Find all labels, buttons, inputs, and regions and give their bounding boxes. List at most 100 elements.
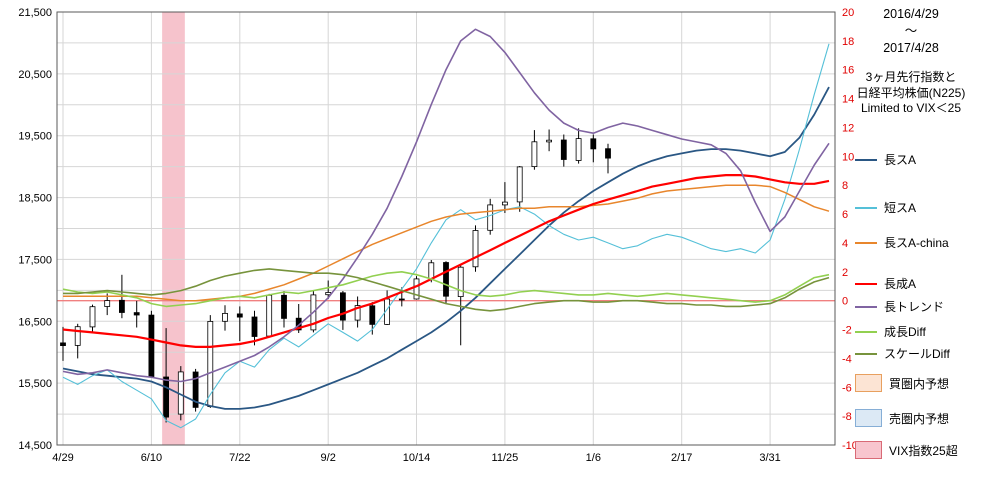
candle-body	[236, 313, 243, 318]
left-axis-label: 18,500	[18, 193, 52, 205]
candle-body	[605, 148, 611, 159]
left-axis-label: 16,500	[18, 316, 52, 328]
candle-body	[163, 376, 170, 418]
chart-title: 3ヶ月先行指数と 日経平均株価(N225) Limited to VIX＜25	[845, 70, 977, 117]
period-tilde: ～	[904, 23, 918, 38]
right-axis-label: 20	[842, 7, 854, 19]
x-axis-label: 9/2	[321, 452, 336, 464]
right-axis-label: -4	[842, 353, 852, 365]
candle-body	[354, 305, 361, 321]
candle-body	[89, 306, 96, 328]
candle-body	[369, 305, 376, 325]
series-line-growth-diff	[62, 270, 830, 308]
legend-line-icon	[855, 206, 877, 209]
candle-body	[428, 262, 435, 279]
candle-body	[266, 294, 273, 337]
x-axis-label: 3/31	[759, 452, 780, 464]
candle-body	[443, 262, 449, 297]
chart-title-line2: 日経平均株価(N225)	[856, 85, 966, 100]
candle-body	[251, 316, 258, 337]
candle-body	[560, 139, 567, 160]
x-axis-label: 10/14	[403, 452, 431, 464]
right-axis-label: 10	[842, 151, 854, 163]
right-axis-label: 6	[842, 209, 848, 221]
candle-body	[516, 166, 523, 203]
side-panel: 2016/4/29 ～ 2017/4/28 3ヶ月先行指数と 日経平均株価(N2…	[845, 0, 982, 481]
chart-title-line3: Limited to VIX＜25	[860, 101, 962, 116]
x-axis-label: 1/6	[586, 452, 601, 464]
left-axis-label: 19,500	[18, 131, 52, 143]
right-axis-label: 4	[842, 238, 848, 250]
chart-period: 2016/4/29 ～ 2017/4/28	[845, 6, 977, 57]
legend-line-icon	[855, 330, 877, 333]
right-axis-label: -6	[842, 382, 852, 394]
candle-body	[531, 141, 538, 168]
left-axis-label: 21,500	[18, 7, 52, 19]
legend-label: 短スA	[884, 201, 917, 215]
legend-label: 長トレンド	[884, 300, 945, 314]
legend-line-icon	[855, 305, 877, 308]
candle-body	[384, 298, 391, 325]
candle-body	[457, 266, 464, 298]
right-axis-label: 18	[842, 36, 854, 48]
right-axis-label: 8	[842, 180, 848, 192]
candle-body	[222, 312, 228, 322]
plot-border	[56, 11, 836, 446]
legend-item-long-trend: 長トレンド	[855, 298, 944, 315]
left-axis-label: 17,500	[18, 254, 52, 266]
legend-item-sell-zone: 売圏内予想	[855, 409, 949, 427]
legend-label: 長スA	[884, 153, 917, 167]
legend-item-scale-diff: スケールDiff	[855, 345, 950, 362]
right-axis-label: 16	[842, 65, 854, 77]
series-line-long-sa-china	[63, 184, 830, 302]
right-axis-label: 0	[842, 296, 848, 308]
legend-item-vix-over-25: VIX指数25超	[855, 441, 958, 459]
candle-body	[119, 299, 125, 313]
left-axis-label: 15,500	[18, 378, 52, 390]
candle-body	[472, 230, 479, 268]
left-axis-label: 14,500	[18, 440, 52, 452]
candle-body	[133, 312, 140, 316]
candle-body	[281, 294, 287, 319]
legend-item-long-sa: 長スA	[855, 151, 916, 168]
legend-item-buy-zone: 買圏内予想	[855, 374, 949, 392]
legend-label: 成長Diff	[884, 325, 926, 339]
candle-body	[339, 292, 346, 321]
candle-body	[413, 278, 420, 300]
buy-zone-swatch-icon	[855, 374, 882, 392]
right-axis-label: 14	[842, 94, 854, 106]
right-axis-label: 12	[842, 123, 854, 135]
legend-label: VIX指数25超	[889, 443, 958, 458]
legend-label: 長成A	[884, 277, 917, 291]
x-axis-label: 7/22	[229, 452, 250, 464]
series-line-short-sa	[62, 43, 830, 429]
right-axis-label: -2	[842, 325, 852, 337]
candle-body	[590, 138, 597, 150]
series-line-long-sei-a	[62, 174, 830, 348]
legend-item-long-sei-a: 長成A	[855, 275, 916, 292]
x-axis-label: 4/29	[52, 452, 73, 464]
candle-body	[104, 300, 111, 307]
legend-label: 買圏内予想	[889, 376, 950, 391]
legend-line-icon	[855, 282, 877, 285]
candle-body	[501, 201, 508, 206]
legend-label: スケールDiff	[884, 347, 950, 361]
candle-body	[575, 138, 582, 161]
legend-line-icon	[855, 241, 877, 244]
candle-body	[148, 314, 155, 378]
period-start: 2016/4/29	[883, 7, 939, 21]
vix-over-25-swatch-icon	[855, 441, 882, 459]
right-axis-label: 2	[842, 267, 848, 279]
right-axis-label: -10	[842, 440, 858, 452]
series-line-long-trend	[62, 28, 830, 383]
x-axis-label: 11/25	[492, 452, 519, 464]
chart-title-line1: 3ヶ月先行指数と	[865, 70, 957, 84]
legend-item-short-sa: 短スA	[855, 199, 916, 216]
candle-body	[60, 342, 66, 346]
period-end: 2017/4/28	[883, 40, 939, 55]
right-axis-label: -8	[842, 411, 852, 423]
legend-item-long-sa-china: 長スA-china	[855, 234, 949, 251]
series-line-scale-diff	[63, 268, 830, 312]
